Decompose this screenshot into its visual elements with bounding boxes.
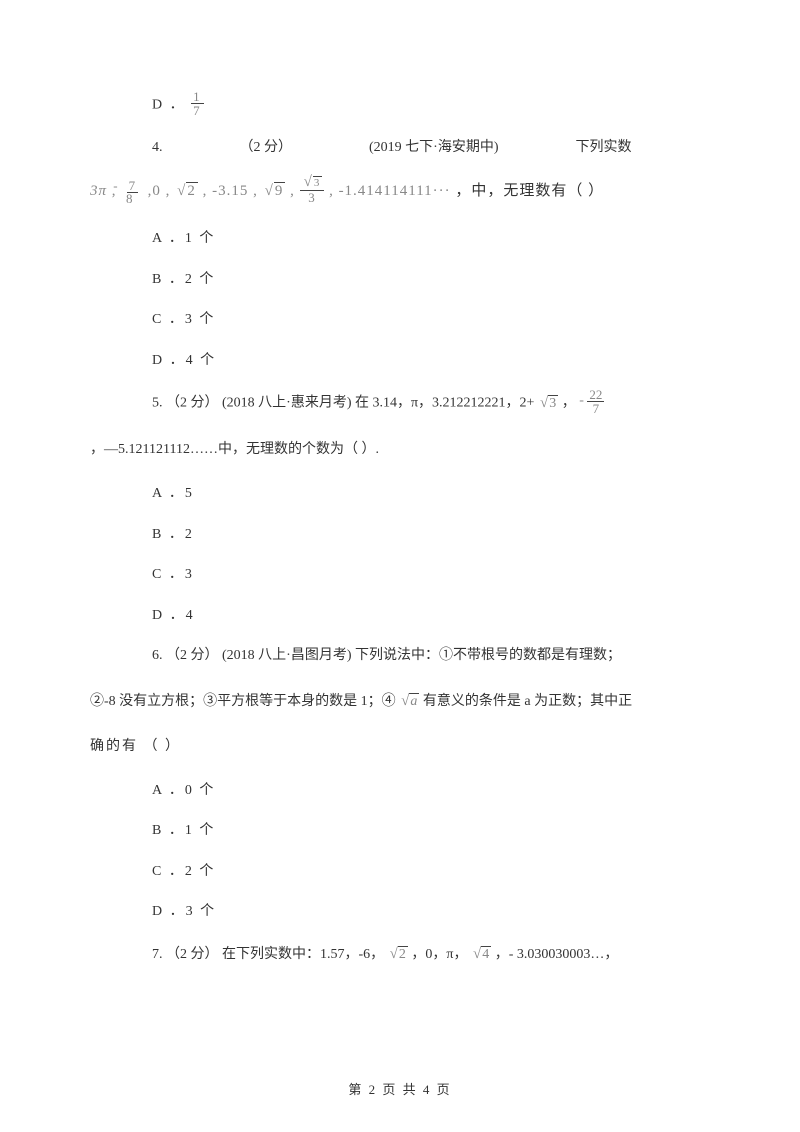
q5-stem-line2: ，—5.121121112……中，无理数的个数为（ ）. [90,439,710,461]
q5-mid1: ， [562,396,576,411]
q6-option-c: C ．2 个 [90,861,710,883]
q6-stem-line1: 6. （2 分） (2018 八上·昌图月考) 下列说法中：①不带根号的数都是有… [90,645,710,667]
frac-den-7: 7 [587,402,604,415]
q6-line2b: 有意义的条件是 a 为正数；其中正 [423,694,632,709]
sqrt-2b-icon: 2 [388,942,408,966]
q4-number: 4. [152,140,163,155]
q6-stem-line3: 确的有 （ ） [90,736,710,758]
q7-stem-line1: 7. （2 分） 在下列实数中：1.57，-6， 2 ，0，π， 4 ，- 3.… [90,942,710,966]
q7-c: ，- 3.030030003…， [495,947,619,962]
q5-option-d: D ．4 [90,605,710,627]
q6-option-d: D ．3 个 [90,901,710,923]
frac-num-22: 22 [587,388,604,402]
sqrt-3-icon: 3 [538,391,558,415]
frac-neg7-8: -78 [121,179,138,205]
q6-line2a: ②-8 没有立方根；③平方根等于本身的数是 1；④ [90,694,399,709]
frac-22-7: 22 7 [587,388,604,415]
page-content: D ． 1 7 4. （2 分） (2019 七下·海安期中) 下列实数 3π … [0,0,800,1028]
q6-option-b: B ．1 个 [90,820,710,842]
sqrt-9-icon: 9 [263,179,286,203]
q4-formula-list: 3π , -78 ,0 , 2 , -3.15 , 9 , 3 3 , -1.4… [90,177,710,206]
q4-stem-line1: 4. （2 分） (2019 七下·海安期中) 下列实数 [90,137,710,159]
sqrt-a-arg: a [409,693,419,709]
q4-option-d: D ．4 个 [90,350,710,372]
frac-num: 1 [191,90,204,104]
q5-prefix: 5. （2 分） (2018 八上·惠来月考) 在 3.14，π，3.21221… [152,396,538,411]
fraction-1-7: 1 7 [191,90,204,117]
q3-option-d: D ． 1 7 [90,92,710,119]
q4-points: （2 分） [240,140,293,155]
page-footer: 第 2 页 共 4 页 [0,1079,800,1098]
q5-option-b: B ．2 [90,524,710,546]
sqrt-a-icon: a [399,689,419,713]
q5-stem-line1: 5. （2 分） (2018 八上·惠来月考) 在 3.14，π，3.21221… [90,390,710,417]
frac-sqrt3-3: 3 3 [300,175,325,204]
sqrt-2-arg: 2 [398,946,408,962]
sqrt-2-icon: 2 [175,179,198,203]
q3-optd-prefix: D ． [152,98,186,113]
q6-option-a: A ．0 个 [90,780,710,802]
q7-a: 7. （2 分） 在下列实数中：1.57，-6， [152,947,384,962]
q5-option-a: A ．5 [90,483,710,505]
q4-source: (2019 七下·海安期中) [369,140,499,155]
q4-option-c: C ．3 个 [90,309,710,331]
frac-den: 7 [191,104,204,117]
q7-b: ，0，π， [411,947,467,962]
q4-list-tail: ，中，无理数有（ ） [455,183,604,199]
q4-option-b: B ．2 个 [90,269,710,291]
q5-option-c: C ．3 [90,564,710,586]
sqrt-4-icon: 4 [471,942,491,966]
q4-tail: 下列实数 [576,140,632,155]
q4-option-a: A ．1 个 [90,228,710,250]
sqrt-4-arg: 4 [481,946,491,962]
q6-stem-line2: ②-8 没有立方根；③平方根等于本身的数是 1；④ a 有意义的条件是 a 为正… [90,689,710,713]
